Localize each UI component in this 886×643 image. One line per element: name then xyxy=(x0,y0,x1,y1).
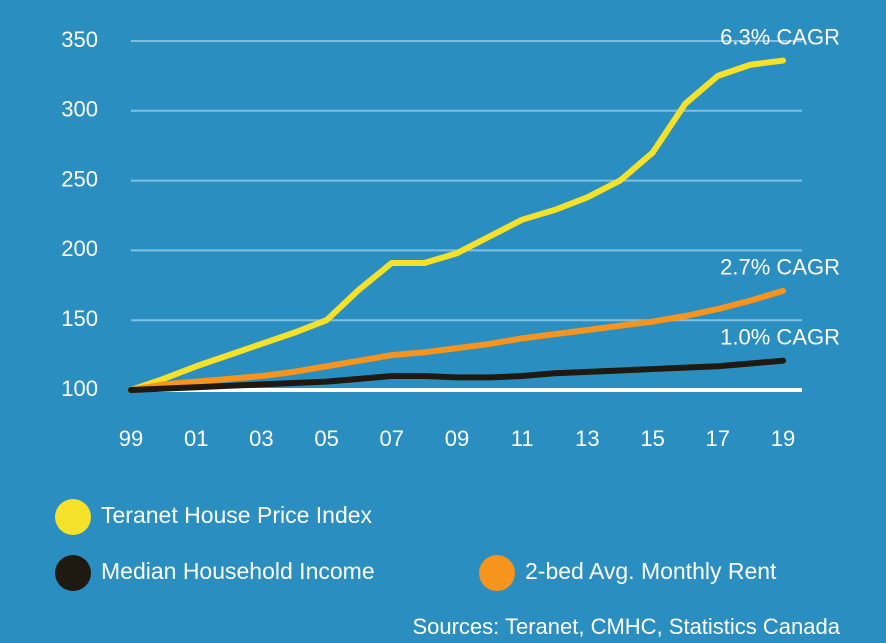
x-tick-label: 17 xyxy=(706,426,730,451)
x-tick-label: 01 xyxy=(184,426,208,451)
x-tick-label: 03 xyxy=(249,426,273,451)
x-tick-label: 07 xyxy=(380,426,404,451)
annotation: 1.0% CAGR xyxy=(720,324,840,349)
x-tick-label: 11 xyxy=(511,426,534,451)
y-tick-label: 250 xyxy=(61,166,98,191)
x-tick-label: 05 xyxy=(314,426,338,451)
legend-label: Median Household Income xyxy=(101,558,375,584)
legend-label: Teranet House Price Index xyxy=(101,502,373,528)
series-line xyxy=(128,57,786,393)
series-line xyxy=(128,357,786,393)
x-tick-label: 99 xyxy=(119,426,143,451)
source-note: Sources: Teranet, CMHC, Statistics Canad… xyxy=(412,614,840,639)
annotation: 2.7% CAGR xyxy=(720,255,840,280)
legend-label: 2-bed Avg. Monthly Rent xyxy=(525,558,777,584)
x-tick-label: 19 xyxy=(771,426,795,451)
series-line xyxy=(128,287,786,393)
x-tick-label: 15 xyxy=(640,426,664,451)
legend-marker xyxy=(479,555,515,591)
y-tick-label: 350 xyxy=(61,27,98,52)
y-tick-label: 100 xyxy=(61,376,98,401)
legend-marker xyxy=(55,499,91,535)
annotation: 6.3% CAGR xyxy=(720,24,840,49)
y-tick-label: 300 xyxy=(61,97,98,122)
x-tick-label: 13 xyxy=(575,426,599,451)
legend-marker xyxy=(55,555,91,591)
y-tick-label: 150 xyxy=(61,306,98,331)
y-tick-label: 200 xyxy=(61,236,98,261)
x-tick-label: 09 xyxy=(445,426,469,451)
